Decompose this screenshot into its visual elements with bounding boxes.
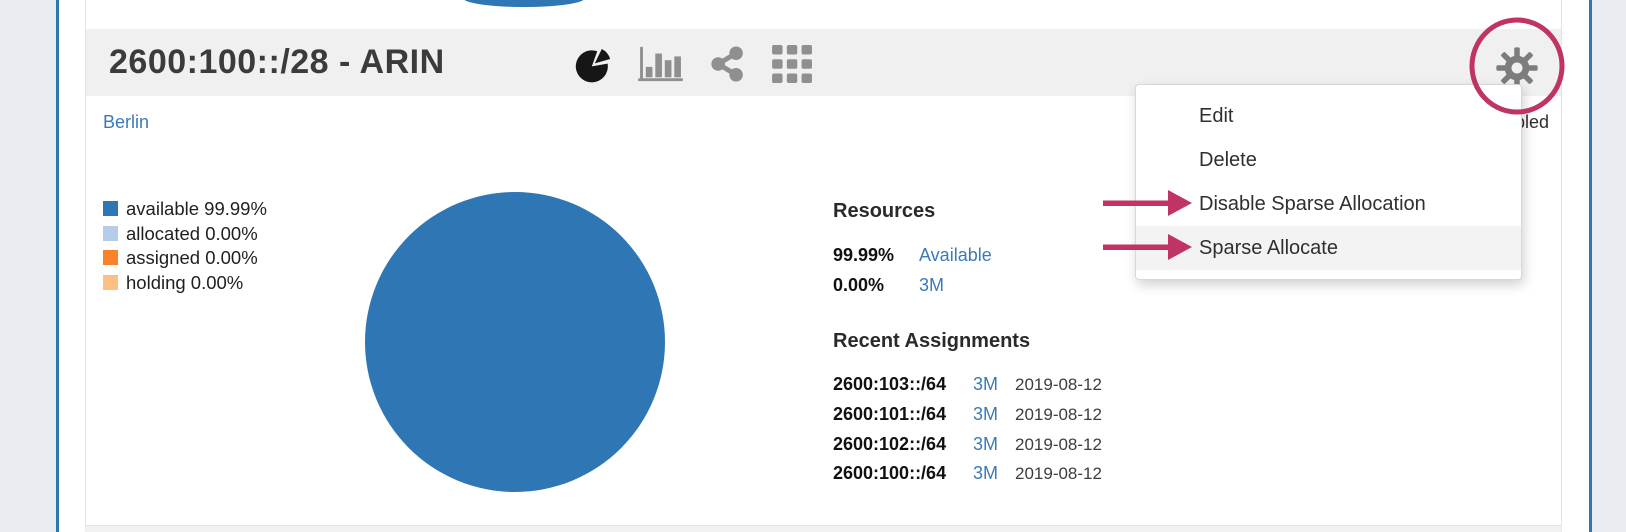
legend-swatch-available <box>103 201 118 216</box>
legend-item: assigned 0.00% <box>103 246 267 271</box>
assignment-link[interactable]: 3M <box>973 434 999 454</box>
resource-row: 99.99% Available <box>833 245 992 266</box>
resource-value: 0.00% <box>833 275 885 295</box>
pie-legend: available 99.99% allocated 0.00% assigne… <box>103 197 267 295</box>
location-link[interactable]: Berlin <box>103 112 150 132</box>
resources-heading: Resources <box>833 200 936 222</box>
menu-item-delete[interactable]: Delete <box>1199 149 1257 171</box>
previous-panel-pie-fragment <box>463 0 585 7</box>
legend-label: available 99.99% <box>126 198 267 219</box>
utilization-pie-chart <box>365 192 665 492</box>
grid-view-icon[interactable] <box>772 45 814 83</box>
assignment-link[interactable]: 3M <box>973 374 999 394</box>
legend-swatch-assigned <box>103 250 118 265</box>
selection-border-left <box>56 0 59 532</box>
pie-chart-icon[interactable] <box>574 45 612 83</box>
resource-link[interactable]: Available <box>919 245 992 265</box>
left-gutter <box>59 0 85 532</box>
legend-item: allocated 0.00% <box>103 222 267 247</box>
bar-chart-icon[interactable] <box>638 45 684 83</box>
next-panel-fragment <box>86 526 1561 532</box>
right-gutter <box>1562 0 1589 532</box>
assignment-row: 2600:100::/64 3M 2019-08-12 <box>833 463 1102 484</box>
assignment-prefix: 2600:102::/64 <box>833 434 947 454</box>
assignment-link[interactable]: 3M <box>973 404 999 424</box>
resource-link[interactable]: 3M <box>919 275 945 295</box>
legend-label: holding 0.00% <box>126 271 244 293</box>
selection-border-right <box>1589 0 1592 532</box>
share-icon[interactable] <box>710 46 746 82</box>
assignment-row: 2600:103::/64 3M 2019-08-12 <box>833 374 1102 395</box>
view-toggle-group <box>574 45 814 83</box>
assignment-date: 2019-08-12 <box>1015 464 1102 483</box>
assignment-prefix: 2600:101::/64 <box>833 404 947 424</box>
legend-item: available 99.99% <box>103 197 267 222</box>
legend-swatch-holding <box>103 274 118 290</box>
resource-value: 99.99% <box>833 245 895 265</box>
assignment-date: 2019-08-12 <box>1015 435 1102 454</box>
assignment-link[interactable]: 3M <box>973 463 999 483</box>
legend-label: assigned 0.00% <box>126 247 258 268</box>
recent-assignments-heading: Recent Assignments <box>833 330 1031 352</box>
legend-item: holding 0.00% <box>103 271 267 296</box>
assignment-prefix: 2600:100::/64 <box>833 463 947 483</box>
assignment-row: 2600:102::/64 3M 2019-08-12 <box>833 434 1102 455</box>
panel-title: 2600:100::/28 - ARIN <box>109 43 445 81</box>
assignment-date: 2019-08-12 <box>1015 405 1102 424</box>
resource-row: 0.00% 3M <box>833 275 944 296</box>
menu-item-disable-sparse-allocation[interactable]: Disable Sparse Allocation <box>1199 193 1426 215</box>
legend-label: allocated 0.00% <box>126 222 258 244</box>
menu-item-sparse-allocate[interactable]: Sparse Allocate <box>1136 226 1521 270</box>
gear-context-menu: Edit Delete Disable Sparse Allocation Sp… <box>1135 84 1522 280</box>
assignment-date: 2019-08-12 <box>1015 375 1102 394</box>
assignment-row: 2600:101::/64 3M 2019-08-12 <box>833 404 1102 425</box>
legend-swatch-allocated <box>103 225 118 241</box>
assignment-prefix: 2600:103::/64 <box>833 374 947 394</box>
menu-item-edit[interactable]: Edit <box>1199 105 1234 127</box>
